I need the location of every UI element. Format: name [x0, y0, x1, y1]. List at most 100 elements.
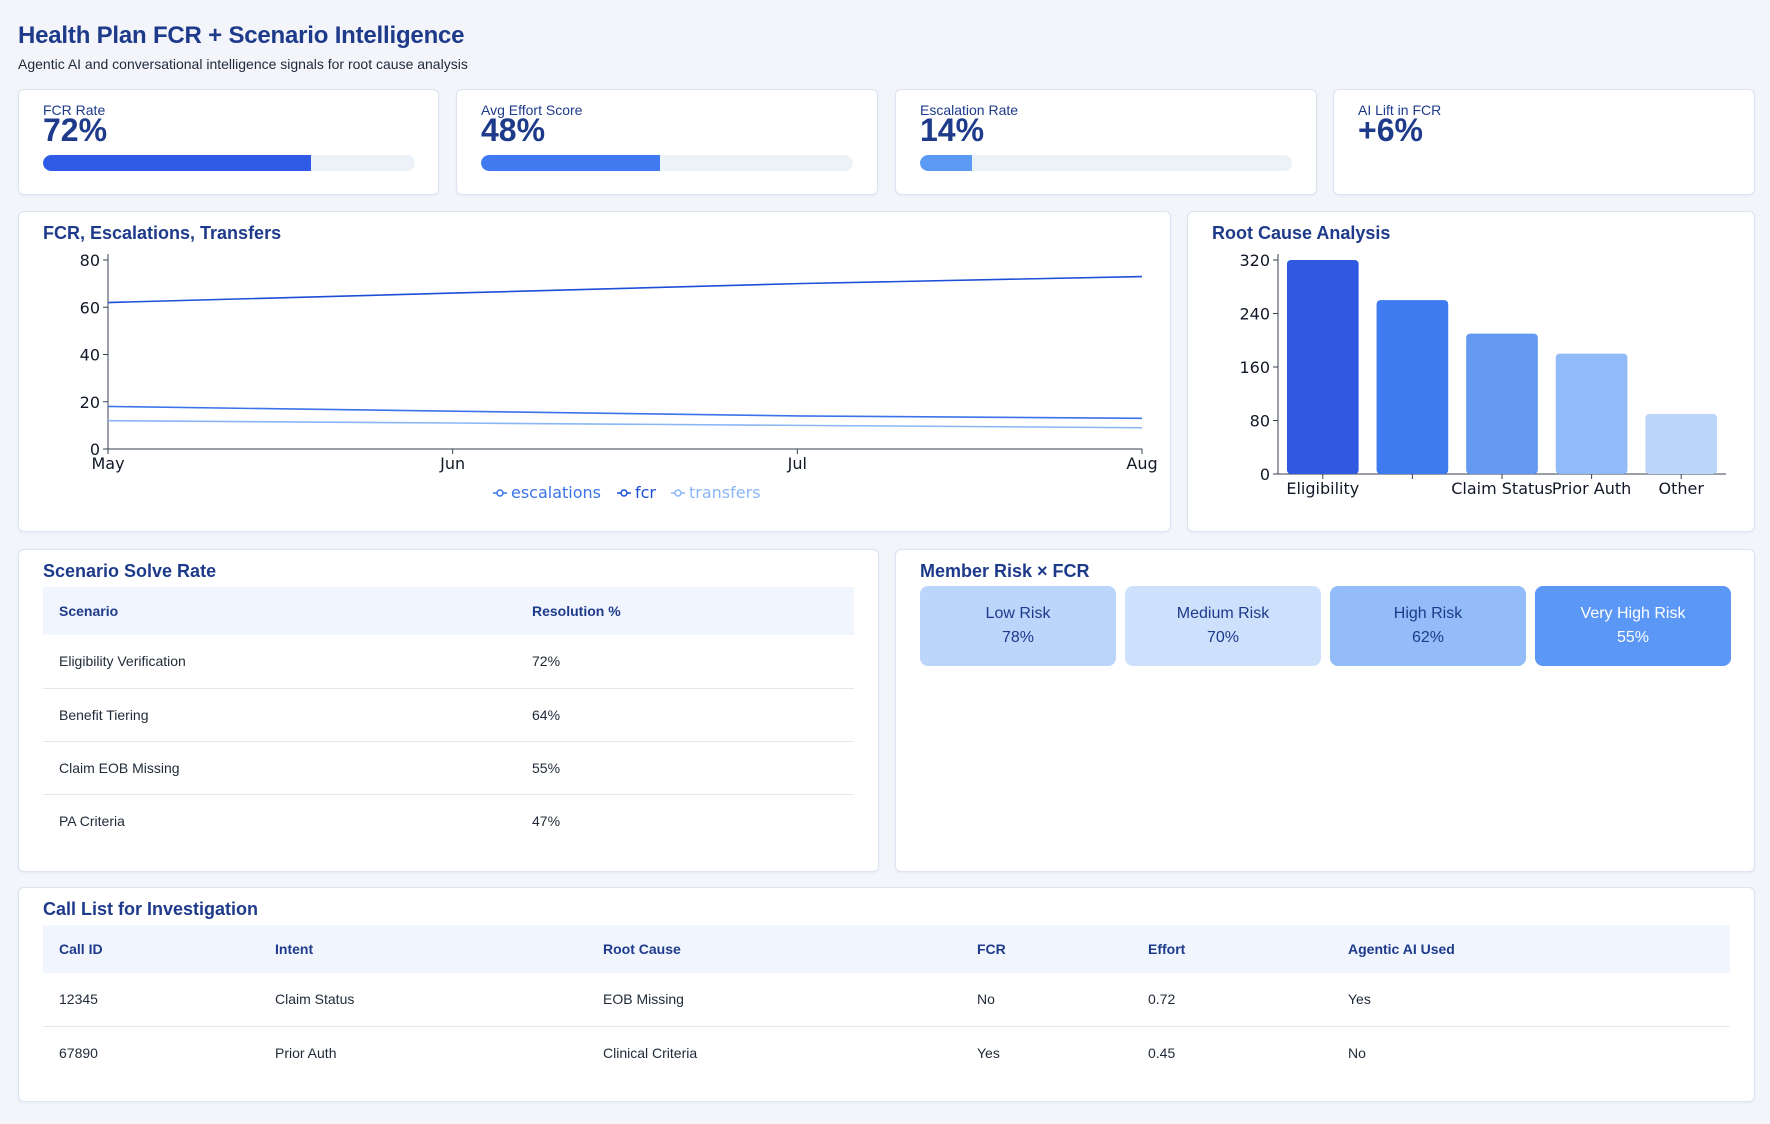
column-header: Call ID: [43, 925, 259, 973]
risk-tile-value: 55%: [1616, 629, 1650, 646]
member-risk-title: Member Risk × FCR: [920, 561, 1090, 581]
table-cell: Prior Auth: [275, 1044, 337, 1061]
kpi-progress-track: [481, 155, 853, 171]
kpi-label: FCR Rate: [43, 102, 106, 118]
risk-tile-label: High Risk: [1393, 605, 1463, 622]
table-header-row: Scenario Resolution %: [43, 587, 854, 635]
table-cell: 0.72: [1132, 973, 1332, 1027]
table-cell: 72%: [516, 635, 854, 689]
table-cell: 55%: [516, 741, 854, 795]
table-cell: 47%: [532, 812, 561, 829]
table-cell: EOB Missing: [587, 973, 961, 1027]
trend-chart-card: FCR, Escalations, Transfers 0 20 40 60 80 May…: [18, 211, 1171, 532]
column-header: Effort: [1132, 925, 1332, 973]
member-risk-card: Member Risk × FCR Low Risk 78% Medium Ri…: [895, 549, 1755, 872]
bar: [1555, 353, 1628, 474]
table-cell: PA Criteria: [59, 812, 125, 829]
risk-tile-very-high[interactable]: Very High Risk 55%: [1535, 586, 1731, 666]
bar: [1376, 300, 1449, 474]
y-tick-label: 60: [80, 298, 100, 317]
legend-marker-transfers: [674, 489, 682, 497]
column-header: Resolution %: [516, 587, 854, 635]
legend-label-escalations: escalations: [511, 483, 601, 502]
y-tick-label: 0: [1260, 465, 1270, 484]
kpi-value: 14%: [920, 112, 985, 148]
y-tick-label: 20: [80, 393, 100, 412]
legend-marker-fcr: [620, 489, 628, 497]
call-list-card: Call List for Investigation Call ID Inte…: [18, 887, 1755, 1102]
table-cell: Claim Status: [259, 973, 587, 1027]
legend-label-transfers: transfers: [689, 483, 761, 502]
column-header: Intent: [259, 925, 587, 973]
kpi-progress-fill: [481, 155, 660, 171]
root-cause-chart-card: Root Cause Analysis 0 80 160 240 320 Eligibil…: [1187, 211, 1755, 532]
column-header: Scenario: [43, 587, 516, 635]
y-tick-label: 240: [1239, 305, 1270, 324]
risk-tile-value: 70%: [1206, 629, 1240, 646]
kpi-card-escalation-rate: Escalation Rate 14%: [895, 89, 1317, 195]
x-tick-label: Jul: [787, 454, 807, 473]
table-row[interactable]: PA Criteria 47%: [43, 794, 854, 847]
x-tick-label: Eligibility: [1286, 479, 1359, 498]
kpi-progress-track: [43, 155, 415, 171]
y-tick-label: 40: [80, 346, 100, 365]
call-list-title: Call List for Investigation: [43, 899, 259, 919]
page-title: Health Plan FCR + Scenario Intelligence: [18, 22, 465, 49]
risk-tile-low[interactable]: Low Risk 78%: [920, 586, 1116, 666]
risk-tile-value: 78%: [1001, 629, 1035, 646]
trend-line-chart: 0 20 40 60 80 May Jun Jul Aug escalations fcr trans…: [80, 251, 1158, 502]
root-cause-bar-chart: 0 80 160 240 320 Eligibility Claim Status Prior…: [1239, 251, 1726, 498]
y-tick-label: 320: [1239, 251, 1270, 270]
table-row[interactable]: Claim EOB Missing 55%: [43, 741, 854, 795]
legend-marker-escalations: [496, 489, 504, 497]
y-tick-label: 80: [1250, 412, 1270, 431]
kpi-label: AI Lift in FCR: [1358, 102, 1442, 118]
risk-tile-value: 62%: [1411, 629, 1445, 646]
x-tick-label: Prior Auth: [1552, 479, 1631, 498]
kpi-value: 48%: [481, 112, 546, 148]
series-line-transfers: [107, 419, 1143, 429]
kpi-card-fcr-rate: FCR Rate 72%: [18, 89, 439, 195]
column-header: Agentic AI Used: [1332, 925, 1730, 973]
table-row[interactable]: Eligibility Verification 72%: [43, 635, 854, 689]
trend-chart-title: FCR, Escalations, Transfers: [43, 223, 282, 243]
page-subtitle: Agentic AI and conversational intelligen…: [18, 56, 468, 72]
scenario-table: Scenario Resolution % Eligibility Verifi…: [43, 587, 854, 847]
table-cell: Claim EOB Missing: [43, 741, 516, 795]
x-tick-label: Claim Status: [1451, 479, 1553, 498]
table-row[interactable]: Benefit Tiering 64%: [43, 688, 854, 742]
root-cause-chart-title: Root Cause Analysis: [1212, 223, 1391, 243]
bar: [1286, 260, 1359, 474]
kpi-label: Avg Effort Score: [481, 102, 583, 118]
x-tick-label: Jun: [439, 454, 465, 473]
series-line-escalations: [107, 405, 1143, 420]
kpi-progress-fill: [920, 155, 973, 171]
table-cell: Benefit Tiering: [43, 688, 516, 742]
risk-tile-medium[interactable]: Medium Risk 70%: [1125, 586, 1321, 666]
table-cell: 67890: [59, 1044, 98, 1061]
kpi-value: 72%: [43, 112, 108, 148]
scenario-solve-card: Scenario Solve Rate Scenario Resolution …: [18, 549, 879, 872]
table-cell: Yes: [1332, 973, 1730, 1027]
table-cell: 0.45: [1148, 1044, 1176, 1061]
x-tick-label: May: [91, 454, 124, 473]
y-tick-label: 0: [90, 440, 100, 459]
y-tick-label: 80: [80, 251, 100, 270]
table-header-row: Call ID Intent Root Cause FCR Effort Age…: [43, 925, 1730, 973]
kpi-progress-fill: [43, 155, 311, 171]
table-cell: 12345: [43, 973, 259, 1027]
table-row[interactable]: 12345 Claim Status EOB Missing No 0.72 Y…: [43, 973, 1730, 1027]
x-tick-label: Other: [1658, 479, 1704, 498]
x-tick-label: Aug: [1126, 454, 1157, 473]
kpi-progress-track: [920, 155, 1292, 171]
risk-tile-label: Low Risk: [985, 605, 1051, 622]
column-header: Root Cause: [587, 925, 961, 973]
table-row[interactable]: 67890 Prior Auth Clinical Criteria Yes 0…: [43, 1026, 1730, 1079]
table-cell: Eligibility Verification: [43, 635, 516, 689]
risk-tile-high[interactable]: High Risk 62%: [1330, 586, 1526, 666]
table-cell: No: [1348, 1044, 1366, 1061]
bar: [1645, 413, 1718, 474]
table-cell: Yes: [977, 1044, 1000, 1061]
legend-label-fcr: fcr: [635, 483, 656, 502]
table-cell: 64%: [516, 688, 854, 742]
